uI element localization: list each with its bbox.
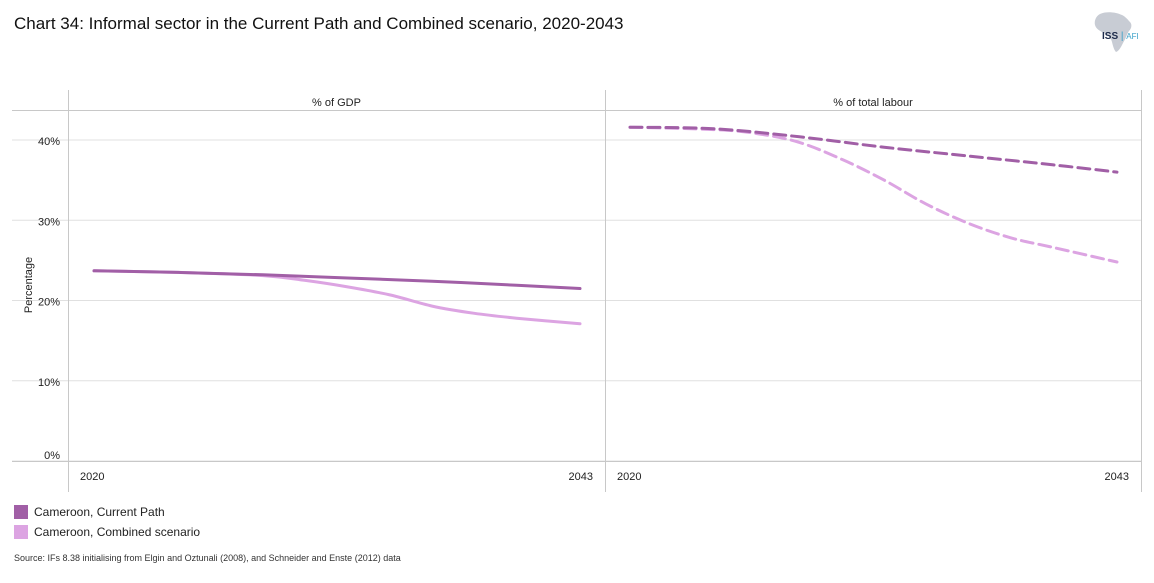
- chart-title: Chart 34: Informal sector in the Current…: [14, 14, 624, 33]
- x-tick-label: 2043: [569, 471, 593, 483]
- source-note: Source: IFs 8.38 initialising from Elgin…: [14, 553, 401, 563]
- x-tick-label: 2020: [80, 471, 104, 483]
- y-tick-label: 30%: [38, 216, 60, 228]
- chart-area: 0% 10% 20% 30% 40% Percentage % of GDP 2020 2043…: [12, 90, 1142, 492]
- africa-map-icon: [1094, 12, 1132, 52]
- legend-swatch-current-path: [14, 505, 28, 519]
- series-line-current-path: [628, 125, 1119, 174]
- legend-item-combined: Cameroon, Combined scenario: [14, 522, 200, 542]
- x-tick-label: 2043: [1105, 471, 1129, 483]
- panel-title: % of GDP: [312, 97, 361, 109]
- legend: Cameroon, Current Path Cameroon, Combine…: [14, 502, 200, 542]
- y-tick-label: 20%: [38, 297, 60, 309]
- panel-title: % of total labour: [833, 97, 913, 109]
- logo-iss: ISS: [1102, 31, 1119, 42]
- y-tick-label: 10%: [38, 377, 60, 389]
- logo-text: ISS | AFI: [1102, 31, 1139, 42]
- legend-swatch-combined: [14, 525, 28, 539]
- y-tick-label: 40%: [38, 136, 60, 148]
- x-tick-label: 2020: [617, 471, 641, 483]
- logo-afi: AFI: [1126, 32, 1139, 41]
- y-tick-label: 0%: [44, 450, 60, 462]
- y-axis-label: Percentage: [23, 257, 35, 313]
- series-line-current-path: [92, 269, 582, 290]
- legend-label-combined: Cameroon, Combined scenario: [34, 525, 201, 539]
- legend-item-current-path: Cameroon, Current Path: [14, 502, 200, 522]
- legend-label-current-path: Cameroon, Current Path: [34, 505, 165, 519]
